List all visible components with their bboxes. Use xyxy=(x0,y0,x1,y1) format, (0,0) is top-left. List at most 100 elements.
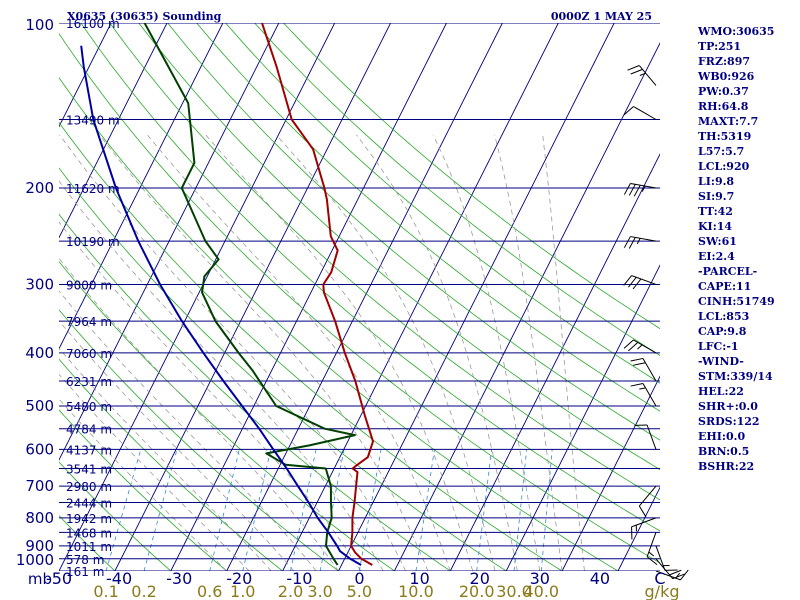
moist-adiabat-line xyxy=(275,134,496,571)
height-label: 13490 m xyxy=(66,113,120,127)
barb-flag xyxy=(669,569,682,576)
barb-shaft xyxy=(633,106,657,120)
barb-flag xyxy=(628,184,636,196)
moist-adiabat-line xyxy=(59,398,227,571)
isotherm-line xyxy=(338,23,615,571)
height-label: 578 m xyxy=(66,553,104,567)
height-label: 1942 m xyxy=(66,512,112,526)
wind-barb xyxy=(634,424,657,450)
height-label: 161 m xyxy=(66,565,104,579)
isotherm-line xyxy=(114,23,392,571)
moist-adiabat-line xyxy=(59,347,272,571)
wind-barb xyxy=(623,236,657,249)
stat-item: TT:42 xyxy=(698,205,733,218)
mixing-ratio-label: g/kg xyxy=(645,582,680,600)
barb-half-flag xyxy=(639,72,646,76)
temperature-line xyxy=(261,23,374,566)
mixing-ratio-label: 40.0 xyxy=(523,582,559,600)
barb-shaft xyxy=(655,570,681,581)
barb-flag xyxy=(638,505,647,518)
stat-item: BRN:0.5 xyxy=(698,445,750,458)
stats-panel: WMO:30635 TP:251 FRZ:897 WB0:926 PW:0.37 RH:6… xyxy=(698,24,775,474)
temperature-tick-label: 0 xyxy=(354,569,364,588)
temperature-tick-label: -40 xyxy=(106,569,132,588)
mixing-ratio-line xyxy=(242,449,272,571)
mixing-ratio-label: 10.0 xyxy=(398,582,434,600)
stat-item: EHI:0.0 xyxy=(698,430,746,443)
isotherm-line xyxy=(226,23,503,571)
stat-item: KI:14 xyxy=(698,220,733,233)
mixing-ratio-label: 20.0 xyxy=(459,582,495,600)
sounding-time: 0000Z 1 MAY 25 xyxy=(551,10,652,23)
temperature-tick-label: 40 xyxy=(590,569,610,588)
barb-shaft xyxy=(646,532,657,557)
moist-adiabat-line xyxy=(542,134,585,571)
wind-barb xyxy=(655,545,678,571)
barb-flag xyxy=(680,569,689,581)
stat-item: WB0:926 xyxy=(698,70,755,83)
background-lines xyxy=(59,23,660,571)
parcel-line xyxy=(80,45,362,566)
pressure-label: 300 xyxy=(25,275,54,293)
stat-item: EI:2.4 xyxy=(698,250,735,263)
temperature-tick-label: 30 xyxy=(530,569,550,588)
mixing-ratio-line xyxy=(540,449,553,571)
barb-shaft xyxy=(638,65,657,86)
mixing-ratio-line xyxy=(143,449,178,571)
barb-flag xyxy=(623,275,632,286)
stat-item: LFC:-1 xyxy=(698,340,739,353)
wind-barbs xyxy=(623,65,689,581)
height-label: 7964 m xyxy=(66,315,112,329)
moist-adiabat-line xyxy=(59,320,295,571)
height-label: 2444 m xyxy=(66,497,112,511)
height-label: 4137 m xyxy=(66,443,112,457)
barb-flag xyxy=(623,339,634,349)
temperature-tick-label: 10 xyxy=(409,569,429,588)
moist-adiabat-line xyxy=(356,134,518,571)
stat-item: CAPE:11 xyxy=(698,280,752,293)
height-label: 1468 m xyxy=(66,526,112,540)
stat-item: RH:64.8 xyxy=(698,100,749,113)
height-label: 3541 m xyxy=(66,462,112,476)
stat-item: LCL:920 xyxy=(698,160,750,173)
barb-flag xyxy=(627,65,640,71)
stat-item: WMO:30635 xyxy=(698,25,775,38)
moist-adiabat-line xyxy=(59,290,317,571)
stat-item: CINH:51749 xyxy=(698,295,775,308)
wind-barb xyxy=(630,383,657,407)
stat-item: FRZ:897 xyxy=(698,55,751,68)
temperature-tick-label: -20 xyxy=(226,569,252,588)
wind-barb xyxy=(638,485,657,518)
pressure-label: 700 xyxy=(25,477,54,495)
isotherm-line xyxy=(505,264,660,571)
isotherm-line xyxy=(393,42,660,571)
profile-lines xyxy=(80,23,374,566)
stat-item: SW:61 xyxy=(698,235,737,248)
barb-half-flag xyxy=(648,551,655,557)
height-label: 4784 m xyxy=(66,423,112,437)
pressure-label: 600 xyxy=(25,440,54,458)
height-label: 11620 m xyxy=(66,182,120,196)
height-label: 7060 m xyxy=(66,347,112,361)
mixing-ratio-label: 2.0 xyxy=(278,582,303,600)
barb-shaft xyxy=(655,545,666,571)
height-label: 16100 m xyxy=(66,17,120,31)
isotherm-line xyxy=(170,23,447,571)
wind-barb xyxy=(623,182,657,197)
stat-item: L57:5.7 xyxy=(698,145,745,158)
barb-shaft xyxy=(642,383,657,407)
stat-item: CAP:9.8 xyxy=(698,325,747,338)
pressure-label: 500 xyxy=(25,397,54,415)
barb-shaft xyxy=(631,275,657,285)
stat-item: -PARCEL- xyxy=(698,265,758,278)
barb-half-flag xyxy=(637,344,643,350)
stat-item: TH:5319 xyxy=(698,130,752,143)
dry-adiabat-line xyxy=(59,76,619,571)
barb-shaft xyxy=(633,339,657,354)
temperature-tick-label: C xyxy=(654,569,665,588)
barb-flag xyxy=(628,342,639,352)
barb-flag xyxy=(632,278,642,290)
mixing-ratio-label: 30.0 xyxy=(496,582,532,600)
